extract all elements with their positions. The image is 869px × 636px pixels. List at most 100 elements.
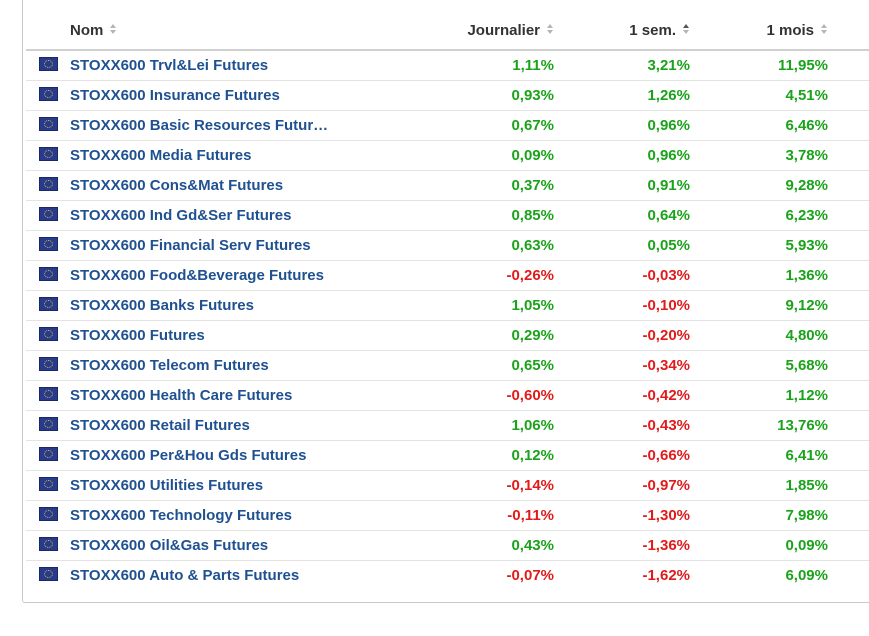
- row-pad: [828, 200, 869, 231]
- name-cell: STOXX600 Per&Hou Gds Futures: [70, 440, 410, 471]
- name-cell: STOXX600 Media Futures: [70, 140, 410, 171]
- table-row[interactable]: STOXX600 Telecom Futures 0,65% -0,34% 5,68%: [26, 350, 869, 381]
- header-name-label: Nom: [70, 22, 104, 39]
- table-row[interactable]: STOXX600 Cons&Mat Futures 0,37% 0,91% 9,28%: [26, 170, 869, 201]
- flag-cell: [26, 320, 70, 351]
- sort-icon[interactable]: [109, 24, 117, 36]
- instrument-link[interactable]: STOXX600 Trvl&Lei Futures: [70, 56, 269, 74]
- flag-cell: [26, 380, 70, 411]
- instrument-link[interactable]: STOXX600 Technology Futures: [70, 506, 292, 524]
- table-row[interactable]: STOXX600 Oil&Gas Futures 0,43% -1,36% 0,09%: [26, 530, 869, 561]
- sort-icon[interactable]: [546, 24, 554, 36]
- eu-flag-icon: [38, 146, 58, 161]
- table-row[interactable]: STOXX600 Technology Futures -0,11% -1,30% 7…: [26, 500, 869, 531]
- month-change: 6,09%: [785, 566, 828, 584]
- table-row[interactable]: STOXX600 Auto & Parts Futures -0,07% -1,62…: [26, 560, 869, 590]
- row-pad: [828, 320, 869, 351]
- instrument-link[interactable]: STOXX600 Food&Beverage Futures: [70, 266, 324, 284]
- month-change: 11,95%: [690, 50, 828, 81]
- week-change: -1,30%: [554, 500, 690, 531]
- header-daily[interactable]: Journalier: [410, 12, 554, 51]
- daily-change: -0,11%: [410, 500, 554, 531]
- table-row[interactable]: STOXX600 Health Care Futures -0,60% -0,42%…: [26, 380, 869, 411]
- table-row[interactable]: STOXX600 Media Futures 0,09% 0,96% 3,78%: [26, 140, 869, 171]
- month-change: 9,12%: [690, 290, 828, 321]
- table-row[interactable]: STOXX600 Financial Serv Futures 0,63% 0,05…: [26, 230, 869, 261]
- month-change: 1,12%: [690, 380, 828, 411]
- table-row[interactable]: STOXX600 Ind Gd&Ser Futures 0,85% 0,64% 6,2…: [26, 200, 869, 231]
- name-cell: STOXX600 Basic Resources Futur…: [70, 110, 410, 141]
- instrument-link[interactable]: STOXX600 Per&Hou Gds Futures: [70, 446, 307, 464]
- instrument-link[interactable]: STOXX600 Telecom Futures: [70, 356, 269, 374]
- month-change: 0,09%: [690, 530, 828, 561]
- row-pad: [828, 440, 869, 471]
- sort-active-icon[interactable]: [682, 24, 690, 36]
- week-change: -0,20%: [554, 320, 690, 351]
- table-row[interactable]: STOXX600 Per&Hou Gds Futures 0,12% -0,66% 6…: [26, 440, 869, 471]
- instrument-link[interactable]: STOXX600 Utilities Futures: [70, 476, 264, 494]
- flag-cell: [26, 170, 70, 201]
- row-pad: [828, 230, 869, 261]
- flag-cell: [26, 50, 70, 81]
- week-change: -0,43%: [554, 410, 690, 441]
- week-change: -1,36%: [554, 530, 690, 561]
- week-change: 0,05%: [554, 230, 690, 261]
- instrument-link[interactable]: STOXX600 Auto & Parts Futures: [70, 566, 300, 584]
- instrument-link[interactable]: STOXX600 Health Care Futures: [70, 386, 293, 404]
- daily-change: 0,93%: [410, 80, 554, 111]
- table-row[interactable]: STOXX600 Utilities Futures -0,14% -0,97% 1,…: [26, 470, 869, 501]
- week-change: -0,10%: [554, 290, 690, 321]
- table-row[interactable]: STOXX600 Food&Beverage Futures -0,26% -0,0…: [26, 260, 869, 291]
- week-change: 0,91%: [554, 170, 690, 201]
- flag-cell: [26, 290, 70, 321]
- header-week[interactable]: 1 sem.: [554, 12, 690, 51]
- name-cell: STOXX600 Banks Futures: [70, 290, 410, 321]
- table-row[interactable]: STOXX600 Trvl&Lei Futures 1,11% 3,21% 11,95…: [26, 50, 869, 81]
- table-row[interactable]: STOXX600 Insurance Futures 0,93% 1,26% 4,51…: [26, 80, 869, 111]
- instrument-link[interactable]: STOXX600 Futures: [70, 326, 205, 344]
- daily-change: -0,07%: [506, 566, 554, 584]
- instrument-link[interactable]: STOXX600 Retail Futures: [70, 416, 250, 434]
- eu-flag-icon: [38, 86, 58, 101]
- instrument-link[interactable]: STOXX600 Banks Futures: [70, 296, 254, 314]
- flag-cell: [26, 200, 70, 231]
- table-body: STOXX600 Trvl&Lei Futures 1,11% 3,21% 11,95…: [26, 50, 869, 590]
- futures-performance-table: Nom Journalier 1 sem. 1 mois STOXX600 Tr…: [26, 12, 869, 590]
- month-change: 5,68%: [690, 350, 828, 381]
- table-header-row: Nom Journalier 1 sem. 1 mois: [26, 12, 869, 51]
- instrument-link[interactable]: STOXX600 Cons&Mat Futures: [70, 176, 284, 194]
- header-name[interactable]: Nom: [70, 12, 410, 51]
- header-month-label: 1 mois: [766, 22, 814, 39]
- instrument-link[interactable]: STOXX600 Financial Serv Futures: [70, 236, 311, 254]
- instrument-link[interactable]: STOXX600 Media Futures: [70, 146, 252, 164]
- week-change: 3,21%: [554, 50, 690, 81]
- month-change: 6,46%: [690, 110, 828, 141]
- table-row[interactable]: STOXX600 Basic Resources Futur… 0,67% 0,96…: [26, 110, 869, 141]
- week-change: -1,62%: [642, 566, 690, 584]
- month-change: 4,51%: [690, 80, 828, 111]
- eu-flag-icon: [38, 236, 58, 251]
- flag-cell: [26, 140, 70, 171]
- flag-cell: [26, 260, 70, 291]
- name-cell: STOXX600 Auto & Parts Futures: [70, 560, 410, 590]
- week-change: 0,96%: [554, 140, 690, 171]
- table-row[interactable]: STOXX600 Banks Futures 1,05% -0,10% 9,12%: [26, 290, 869, 321]
- instrument-link[interactable]: STOXX600 Ind Gd&Ser Futures: [70, 206, 292, 224]
- row-pad: [828, 260, 869, 291]
- daily-change: 0,67%: [410, 110, 554, 141]
- sort-icon[interactable]: [820, 24, 828, 36]
- header-month[interactable]: 1 mois: [690, 12, 828, 51]
- instrument-link[interactable]: STOXX600 Insurance Futures: [70, 86, 280, 104]
- instrument-link[interactable]: STOXX600 Basic Resources Futur…: [70, 116, 329, 134]
- eu-flag-icon: [38, 206, 58, 221]
- name-cell: STOXX600 Telecom Futures: [70, 350, 410, 381]
- row-pad: [828, 110, 869, 141]
- flag-cell: [26, 350, 70, 381]
- table-row[interactable]: STOXX600 Futures 0,29% -0,20% 4,80%: [26, 320, 869, 351]
- eu-flag-icon: [38, 416, 58, 431]
- row-pad: [828, 170, 869, 201]
- instrument-link[interactable]: STOXX600 Oil&Gas Futures: [70, 536, 269, 554]
- table-row[interactable]: STOXX600 Retail Futures 1,06% -0,43% 13,76%: [26, 410, 869, 441]
- eu-flag-icon: [38, 567, 58, 582]
- week-change: -0,34%: [554, 350, 690, 381]
